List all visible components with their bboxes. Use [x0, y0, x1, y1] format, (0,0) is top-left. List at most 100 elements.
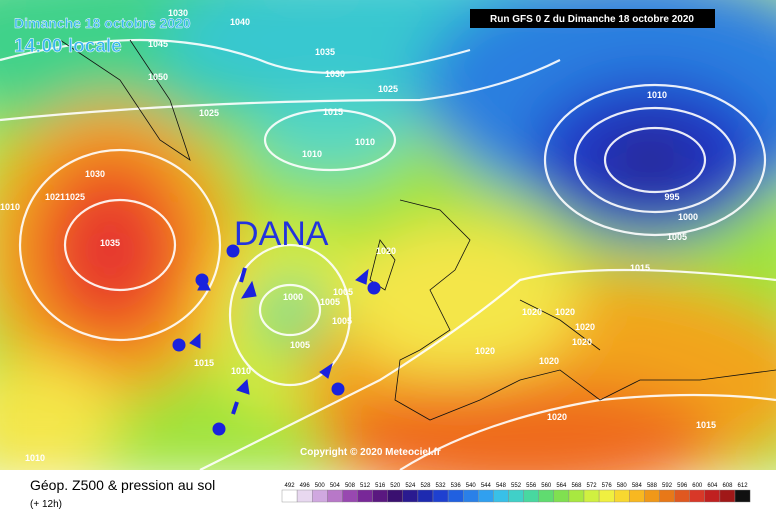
- isobar-label: 1010: [355, 137, 375, 147]
- scale-cell: [372, 489, 388, 503]
- scale-cell: [281, 489, 298, 503]
- scale-cell: [312, 489, 328, 503]
- isobar-label: 1040: [230, 17, 250, 27]
- scale-label: 612: [738, 483, 749, 489]
- scale-cell: [568, 489, 585, 503]
- scale-cell: [629, 489, 645, 503]
- isobars: [0, 38, 776, 471]
- scale-cell: [719, 489, 736, 503]
- scale-cell: [704, 489, 721, 503]
- isobar-label: 1025: [65, 192, 85, 202]
- scale-label: 500: [315, 483, 326, 489]
- scale-label: 512: [360, 483, 371, 489]
- isobar-label: 1015: [696, 420, 716, 430]
- coastlines: [59, 39, 776, 421]
- isobar-label: 1020: [575, 322, 595, 332]
- copyright: Copyright © 2020 Meteociel.fr: [300, 447, 441, 458]
- scale-label: 560: [541, 483, 552, 489]
- scale-label: 580: [617, 483, 628, 489]
- scale-cell: [447, 489, 464, 503]
- scale-label: 504: [330, 483, 341, 489]
- isobar-label: 1010: [231, 366, 251, 376]
- isobar-label: 1021: [45, 192, 65, 202]
- scale-cell: [387, 489, 404, 503]
- scale-cell: [553, 489, 570, 503]
- run-info: Run GFS 0 Z du Dimanche 18 octobre 2020: [490, 14, 694, 25]
- scale-label: 532: [436, 483, 447, 489]
- run-banner: [470, 9, 715, 28]
- isobar-label: 1030: [168, 8, 188, 18]
- scale-cell: [493, 489, 509, 503]
- scale-cell: [478, 489, 494, 503]
- scale-label: 508: [345, 483, 356, 489]
- scale-label: 568: [571, 483, 582, 489]
- scale-label: 596: [677, 483, 688, 489]
- isobar-labels: 1030 1040 1045 1050 1035 1030 1025 1025 1015 1010…: [0, 8, 716, 463]
- isobar-label: 1005: [290, 340, 310, 350]
- isobar-label: 1005: [320, 297, 340, 307]
- scale-cell: [734, 489, 751, 503]
- scale-label: 496: [300, 483, 311, 489]
- scale-cell: [674, 489, 690, 503]
- isobar-label: 1000: [678, 212, 698, 222]
- dana-label: DANA: [234, 215, 329, 253]
- isobar-label: 1020: [376, 246, 396, 256]
- legend-step: (+ 12h): [30, 499, 62, 510]
- scale-cell: [463, 489, 479, 503]
- scale-label: 588: [647, 483, 658, 489]
- scale-cell: [689, 489, 706, 503]
- scale-cell: [417, 489, 434, 503]
- isobar-label: 1005: [333, 287, 353, 297]
- time-label: 14:00 locale: [14, 36, 122, 57]
- scale-cell: [357, 489, 373, 503]
- isobar-label: 1025: [378, 84, 398, 94]
- isobar-label: 1030: [325, 69, 345, 79]
- scale-cell: [598, 489, 615, 503]
- scale-cell: [523, 489, 539, 503]
- isobar-label: 1005: [332, 316, 352, 326]
- scale-label: 572: [587, 483, 598, 489]
- scale-label: 556: [526, 483, 537, 489]
- isobar-label: 1000: [283, 292, 303, 302]
- scale-label: 520: [390, 483, 401, 489]
- isobar-label: 1030: [85, 169, 105, 179]
- legend-title: Géop. Z500 & pression au sol: [30, 477, 215, 493]
- scale-label: 544: [481, 483, 492, 489]
- isobar-label: 1005: [667, 232, 687, 242]
- isobar-label: 1015: [194, 358, 214, 368]
- isobar-label: 1050: [148, 72, 168, 82]
- scale-label: 600: [692, 483, 703, 489]
- scale-cell: [614, 489, 630, 503]
- scale-cell: [296, 489, 313, 503]
- scale-label: 528: [420, 483, 431, 489]
- scale-label: 536: [451, 483, 462, 489]
- isobar-label: 1035: [315, 47, 335, 57]
- isobar-label: 1020: [522, 307, 542, 317]
- scale-label: 548: [496, 483, 507, 489]
- scale-label: 564: [556, 483, 567, 489]
- scale-cell: [342, 489, 358, 503]
- circulation-markers: [172, 244, 381, 436]
- isobar-label: 1020: [572, 337, 592, 347]
- scale-cell: [583, 489, 600, 503]
- scale-cell: [508, 489, 524, 503]
- isobar-label: 1020: [539, 356, 559, 366]
- isobar-label: 1010: [0, 202, 20, 212]
- scale-label: 552: [511, 483, 522, 489]
- scale-label: 492: [285, 483, 296, 489]
- scale-label: 524: [405, 483, 416, 489]
- isobar-label: 995: [664, 192, 679, 202]
- isobar-label: 1020: [547, 412, 567, 422]
- isobar-label: 1020: [475, 346, 495, 356]
- scale-label: 516: [375, 483, 386, 489]
- scale-cell: [538, 489, 555, 503]
- scale-label: 540: [466, 483, 477, 489]
- geopotential-field: [0, 0, 776, 500]
- scale-label: 604: [707, 483, 718, 489]
- isobar-label: 1010: [302, 149, 322, 159]
- isobar-label: 1045: [148, 39, 168, 49]
- isobar-label: 1035: [100, 238, 120, 248]
- scale-label: 576: [602, 483, 613, 489]
